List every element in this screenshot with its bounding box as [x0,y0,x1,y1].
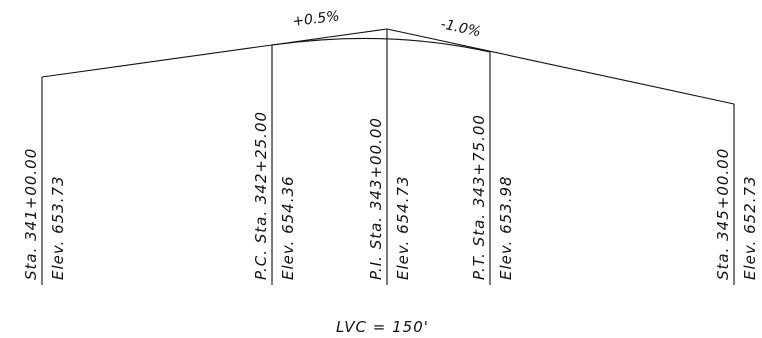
station-label-pt: P.T. Sta. 343+75.00 [470,114,488,280]
elevation-label-pt: Elev. 653.98 [497,175,515,280]
back-tangent-line [41,28,388,78]
elevation-label-pi: Elev. 654.73 [394,175,412,280]
elevation-label-341: Elev. 653.73 [49,175,67,280]
lvc-label: LVC = 150' [336,318,429,336]
station-label-341: Sta. 341+00.00 [22,148,40,280]
station-label-pi: P.I. Sta. 343+00.00 [367,117,385,280]
forward-grade-label: -1.0% [439,16,482,40]
station-label-pc: P.C. Sta. 342+25.00 [252,111,270,280]
station-label-345: Sta. 345+00.00 [714,148,732,280]
elevation-label-pc: Elev. 654.36 [279,175,297,280]
elevation-label-345: Elev. 652.73 [741,175,759,280]
forward-tangent-line [386,28,735,105]
back-grade-label: +0.5% [292,8,341,30]
vertical-curve [271,37,491,53]
